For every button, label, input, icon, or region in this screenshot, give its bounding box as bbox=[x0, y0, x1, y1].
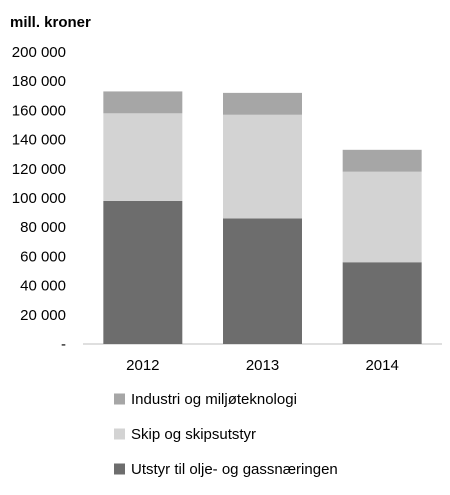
bar-segment bbox=[103, 91, 183, 114]
plot-area bbox=[83, 91, 442, 345]
y-axis-ticks: - 20 000 40 000 60 000 80 000 100 000 120 000 1… bbox=[12, 44, 66, 353]
bar-segment bbox=[103, 200, 183, 344]
x-tick-label: 2013 bbox=[246, 357, 279, 374]
y-tick-label: 180 000 bbox=[12, 73, 66, 90]
legend-label: Skip og skipsutstyr bbox=[131, 426, 256, 443]
bar-segment bbox=[342, 149, 422, 172]
x-axis-ticks: 2012 2013 2014 bbox=[126, 357, 399, 374]
y-tick-label: 60 000 bbox=[20, 248, 66, 265]
bar-segment bbox=[223, 92, 302, 115]
bar-segment bbox=[342, 171, 422, 263]
y-tick-label: 20 000 bbox=[20, 307, 66, 324]
y-tick-label: 80 000 bbox=[20, 219, 66, 236]
unit-label: mill. kroner bbox=[10, 14, 91, 31]
legend-label: Utstyr til olje- og gassnæringen bbox=[131, 461, 338, 478]
y-tick-label: 140 000 bbox=[12, 132, 66, 149]
bar-segment bbox=[223, 218, 302, 344]
y-tick-label: 40 000 bbox=[20, 278, 66, 295]
y-tick-label: - bbox=[61, 336, 66, 353]
y-tick-label: 100 000 bbox=[12, 190, 66, 207]
legend-swatch bbox=[114, 393, 125, 405]
legend-swatch bbox=[114, 428, 125, 440]
legend-swatch bbox=[114, 463, 125, 475]
legend-label: Industri og miljøteknologi bbox=[131, 391, 297, 408]
legend: Industri og miljøteknologi Skip og skipsu… bbox=[114, 391, 338, 478]
x-tick-label: 2014 bbox=[365, 357, 398, 374]
bar-segment bbox=[223, 114, 302, 219]
y-tick-label: 200 000 bbox=[12, 44, 66, 61]
bar-segment bbox=[342, 262, 422, 344]
bar-segment bbox=[103, 113, 183, 201]
x-tick-label: 2012 bbox=[126, 357, 159, 374]
y-tick-label: 160 000 bbox=[12, 102, 66, 119]
y-tick-label: 120 000 bbox=[12, 161, 66, 178]
